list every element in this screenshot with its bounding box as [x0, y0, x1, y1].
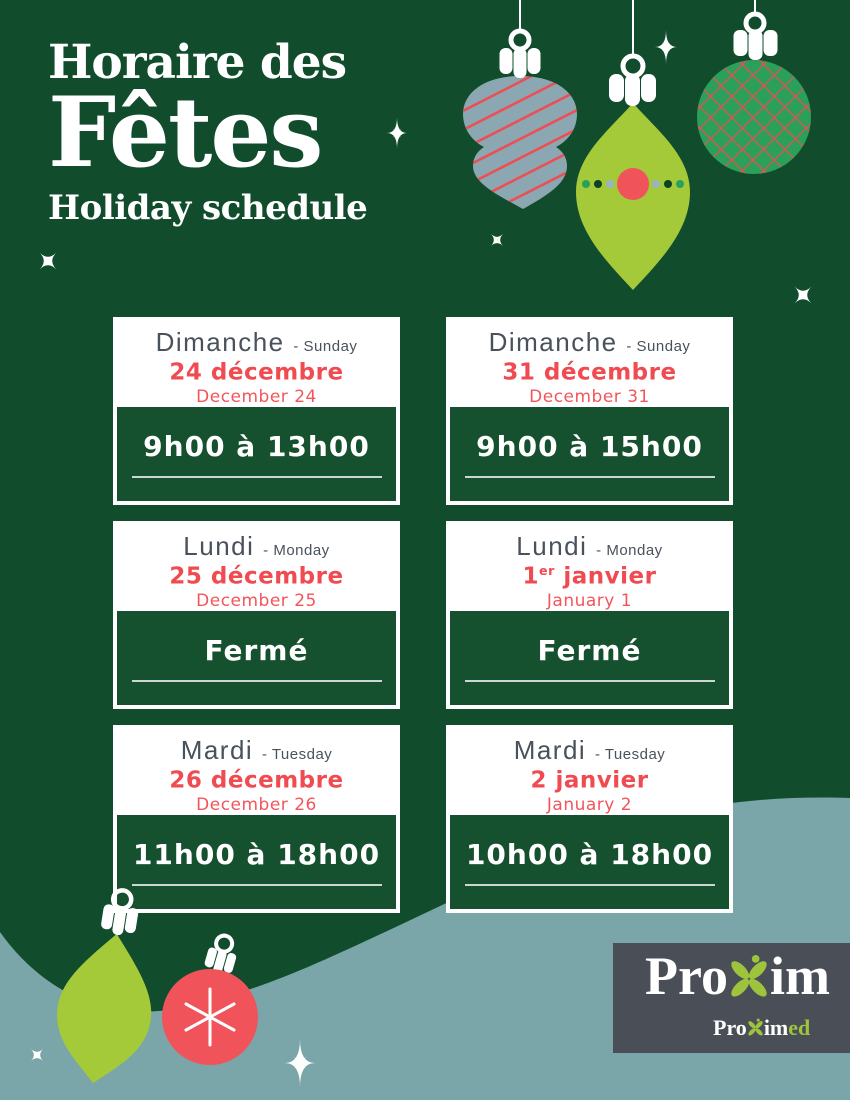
card-hours: Fermé: [204, 634, 309, 667]
hours-underline: [464, 884, 715, 886]
card-hours-panel: 10h00 à 18h00: [450, 815, 729, 909]
card-day-line: Lundi - Monday: [516, 531, 663, 561]
title-french-line2: Fêtes: [48, 76, 323, 190]
card-hours-panel: Fermé: [117, 611, 396, 705]
card-date-en: December 31: [529, 386, 650, 407]
lime-finial-ornament-icon: [57, 888, 152, 1084]
card-date-fr: 26 décembre: [169, 767, 344, 794]
sparkle-icon: [655, 30, 677, 64]
schedule-card-dec31: Dimanche - Sunday 31 décembre December 3…: [446, 317, 733, 505]
proxim-logo: Pro im: [645, 949, 830, 1009]
x-sparkle-icon: [39, 252, 57, 270]
card-date-fr: 1er janvier: [522, 562, 657, 590]
proxim-flower-icon: [728, 954, 770, 1009]
x-sparkle-icon: [30, 1048, 44, 1062]
title-english: Holiday schedule: [48, 187, 368, 228]
logo-text-post: im: [769, 946, 830, 1006]
card-date-en: December 26: [196, 794, 317, 815]
card-date-fr: 25 décembre: [169, 563, 344, 590]
card-date-en: January 2: [546, 794, 633, 815]
hours-underline: [464, 680, 715, 682]
card-day-line: Mardi - Tuesday: [180, 735, 333, 765]
sparkle-icon: [387, 117, 407, 149]
page-title: Horaire des Fêtes Holiday schedule: [48, 35, 368, 228]
card-date-fr: 31 décembre: [502, 359, 677, 386]
bottom-ornaments: [57, 888, 258, 1084]
card-hours: 9h00 à 15h00: [476, 430, 703, 463]
x-sparkle-icon: [490, 233, 504, 247]
logo-text-pre: Pro: [645, 946, 728, 1006]
card-hours: Fermé: [537, 634, 642, 667]
card-date-fr: 24 décembre: [169, 359, 344, 386]
schedule-card-dec25: Lundi - Monday 25 décembre December 25 F…: [113, 521, 400, 709]
card-hours: 10h00 à 18h00: [465, 838, 714, 871]
schedule-card-dec24: Dimanche - Sunday 24 décembre December 2…: [113, 317, 400, 505]
schedule-grid: Dimanche - Sunday 24 décembre December 2…: [113, 317, 733, 913]
striped-ornament-icon: [463, 28, 577, 209]
snowflake-ball-icon: [162, 933, 258, 1065]
proxim-logo-box: Pro im Pro imed: [613, 943, 850, 1053]
top-ornaments: [463, 0, 811, 290]
card-hours: 11h00 à 18h00: [132, 838, 381, 871]
card-hours: 9h00 à 13h00: [143, 430, 370, 463]
hours-underline: [464, 476, 715, 478]
schedule-card-jan2: Mardi - Tuesday 2 janvier January 2 10h0…: [446, 725, 733, 913]
schedule-card-dec26: Mardi - Tuesday 26 décembre December 26 …: [113, 725, 400, 913]
proximed-logo: Pro imed: [713, 1015, 811, 1041]
card-date-en: December 25: [196, 590, 317, 611]
card-day-line: Dimanche - Sunday: [488, 327, 691, 357]
card-date-en: January 1: [546, 590, 633, 611]
card-day-line: Lundi - Monday: [183, 531, 330, 561]
proxim-flower-icon: [747, 1018, 764, 1041]
schedule-card-jan1: Lundi - Monday 1er janvier January 1 Fer…: [446, 521, 733, 709]
card-hours-panel: 9h00 à 13h00: [117, 407, 396, 501]
card-hours-panel: 9h00 à 15h00: [450, 407, 729, 501]
card-date-fr: 2 janvier: [530, 767, 649, 794]
x-sparkle-icon: [794, 286, 812, 304]
card-hours-panel: 11h00 à 18h00: [117, 815, 396, 909]
hours-underline: [131, 680, 382, 682]
finial-ornament-icon: [576, 53, 690, 290]
card-day-line: Mardi - Tuesday: [513, 735, 666, 765]
card-date-en: December 24: [196, 386, 317, 407]
sparkle-icon: [285, 1039, 315, 1087]
card-hours-panel: Fermé: [450, 611, 729, 705]
snowflake-icon: [184, 987, 236, 1047]
hours-underline: [131, 884, 382, 886]
title-french-line1: Horaire des: [48, 35, 347, 90]
card-day-line: Dimanche - Sunday: [155, 327, 358, 357]
crosshatch-ball-icon: [697, 11, 811, 174]
hours-underline: [131, 476, 382, 478]
